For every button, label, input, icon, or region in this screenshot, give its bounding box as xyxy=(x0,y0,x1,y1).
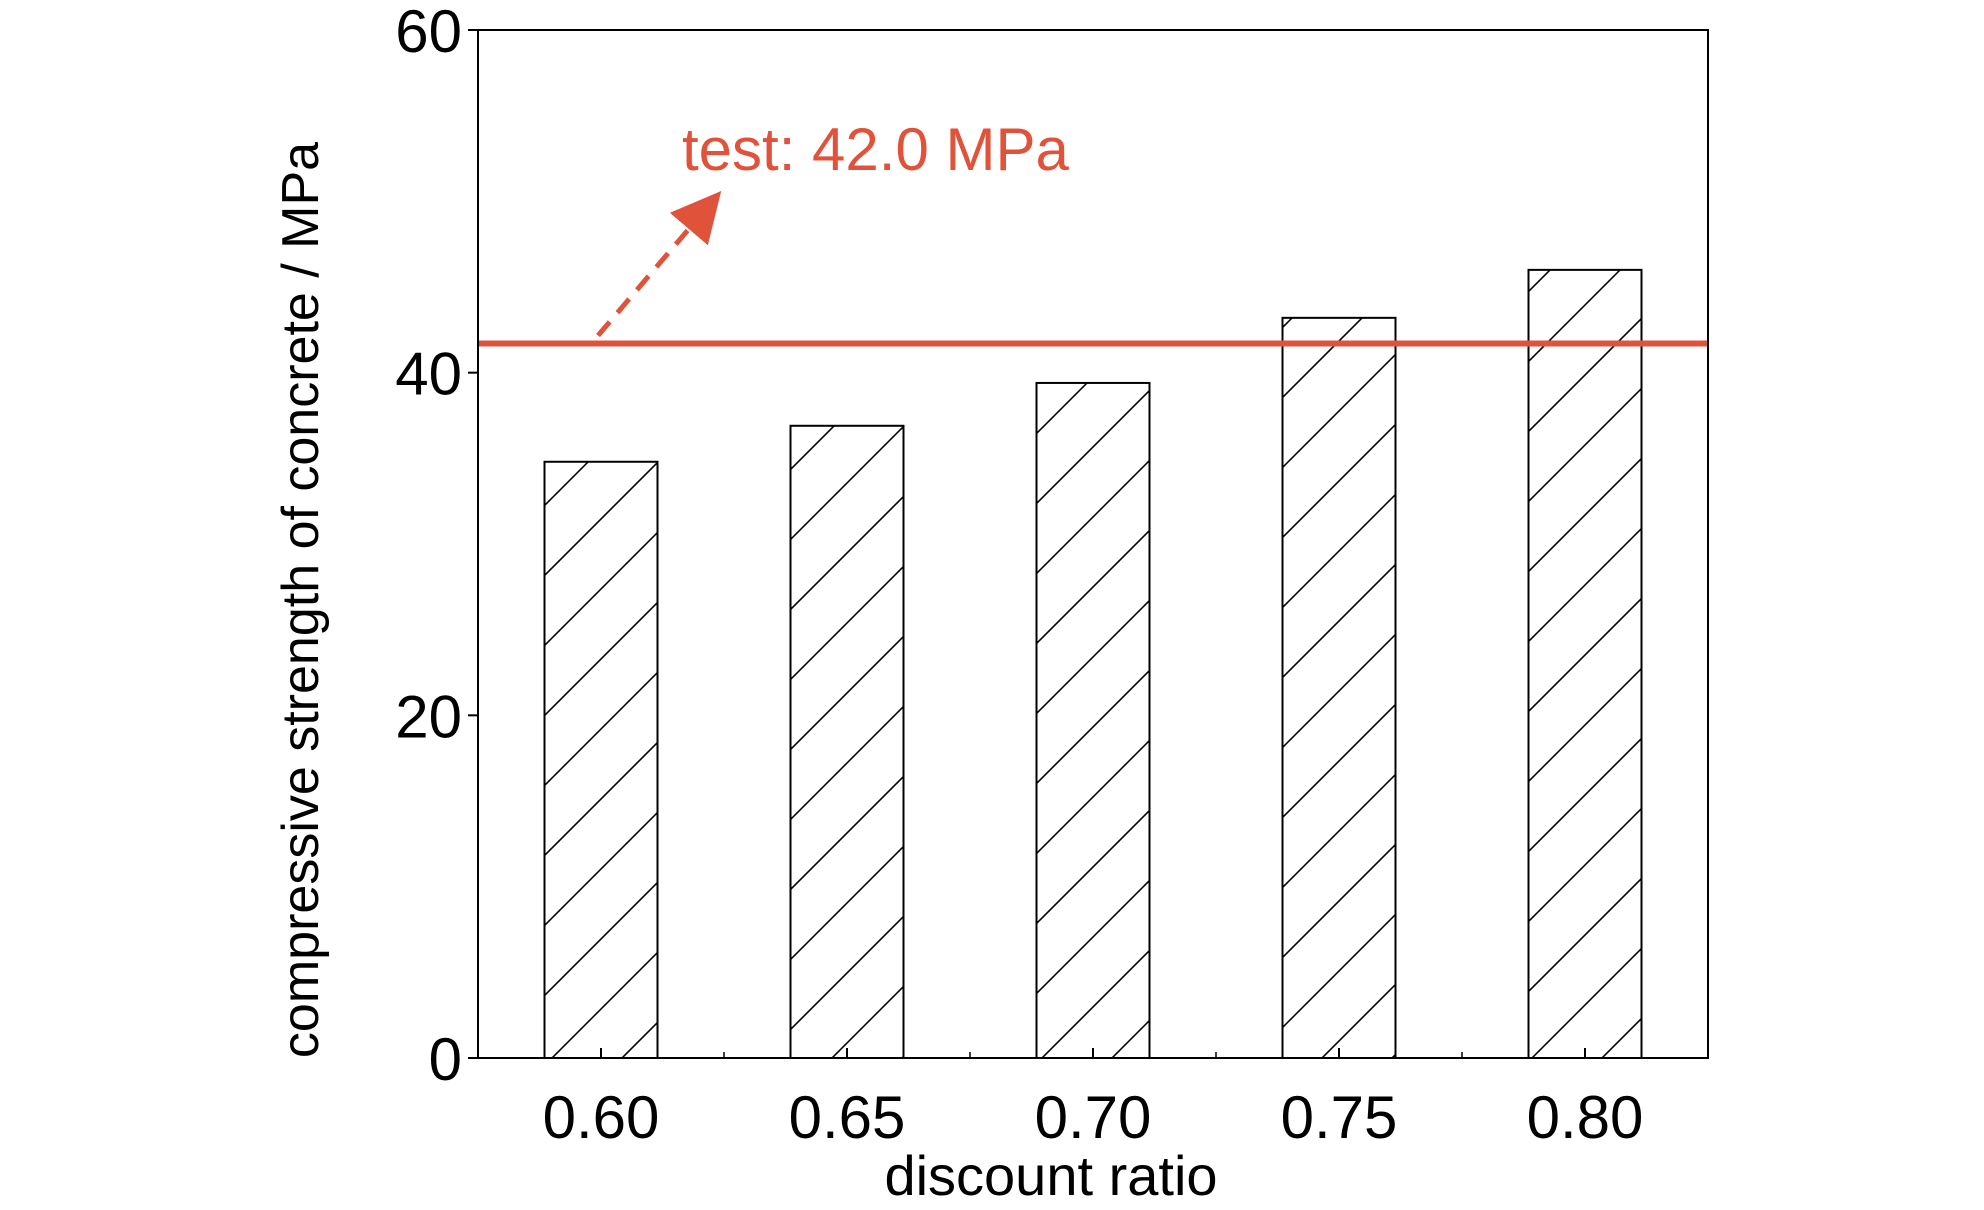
y-axis-label: compressive strength of concrete / MPa xyxy=(272,142,330,1058)
reference-arrow xyxy=(596,190,722,338)
bar-0.75 xyxy=(1281,316,1397,1059)
bar-0.70 xyxy=(1035,381,1151,1059)
reference-layer xyxy=(478,190,1708,347)
x-tick-label-0.60: 0.60 xyxy=(543,1084,660,1151)
bar-0.80 xyxy=(1527,268,1643,1060)
bar-0.60 xyxy=(543,460,659,1059)
x-tick-label-0.70: 0.70 xyxy=(1035,1084,1152,1151)
y-axis: 0 20 40 60 xyxy=(395,0,478,1093)
y-tick-label-0: 0 xyxy=(429,1026,462,1093)
y-tick-label-60: 60 xyxy=(395,0,462,65)
y-tick-label-20: 20 xyxy=(395,683,462,750)
x-tick-label-0.80: 0.80 xyxy=(1527,1084,1644,1151)
reference-line-label: test: 42.0 MPa xyxy=(682,116,1069,183)
bars-layer xyxy=(543,268,1643,1060)
x-axis: 0.60 0.65 0.70 0.75 0.80 xyxy=(543,1048,1644,1151)
x-tick-label-0.75: 0.75 xyxy=(1281,1084,1398,1151)
y-tick-label-40: 40 xyxy=(395,341,462,408)
x-tick-label-0.65: 0.65 xyxy=(789,1084,906,1151)
x-axis-label: discount ratio xyxy=(884,1144,1217,1205)
bar-0.65 xyxy=(789,424,905,1059)
